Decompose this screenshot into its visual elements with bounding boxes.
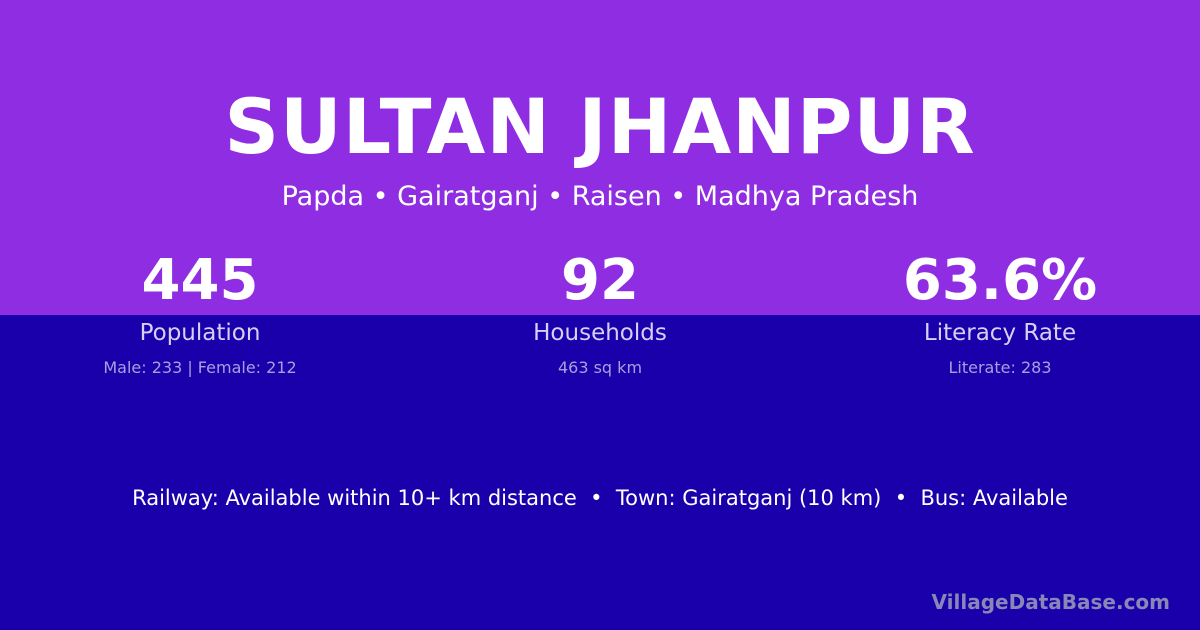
location-breadcrumb: Papda • Gairatganj • Raisen • Madhya Pra…: [281, 181, 919, 212]
stat-detail: 463 sq km: [557, 358, 643, 377]
stat-value: 445: [141, 248, 259, 313]
stat-detail: Literate: 283: [948, 358, 1052, 377]
village-title: SULTAN JHANPUR: [224, 82, 976, 171]
stat-households: 92 Households 463 sq km: [400, 248, 800, 378]
stat-value: 63.6%: [902, 248, 1098, 313]
stat-label: Population: [139, 320, 261, 346]
stat-population: 445 Population Male: 233 | Female: 212: [0, 248, 400, 378]
stat-detail: Male: 233 | Female: 212: [103, 358, 297, 377]
stat-label: Literacy Rate: [923, 320, 1077, 346]
stat-literacy: 63.6% Literacy Rate Literate: 283: [800, 248, 1200, 378]
brand-watermark: VillageDataBase.com: [931, 590, 1170, 614]
connectivity-facts: Railway: Available within 10+ km distanc…: [132, 486, 1068, 510]
stat-label: Households: [533, 320, 667, 346]
stat-value: 92: [561, 248, 639, 313]
header-band: [0, 0, 1200, 315]
